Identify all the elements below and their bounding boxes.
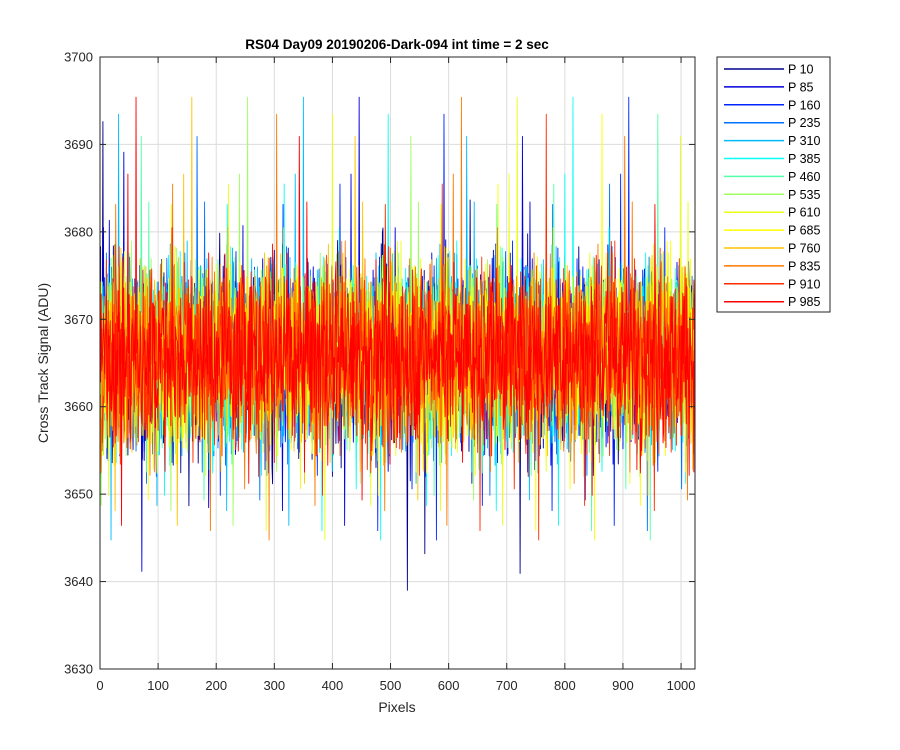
y-tick-label: 3640 xyxy=(64,574,93,589)
y-tick-label: 3650 xyxy=(64,487,93,502)
legend-label: P 310 xyxy=(788,134,820,148)
legend-box xyxy=(716,56,831,313)
legend-label: P 10 xyxy=(788,63,814,77)
x-tick-label: 0 xyxy=(96,678,103,693)
y-tick-label: 3700 xyxy=(64,50,93,65)
x-tick-label: 1000 xyxy=(667,678,696,693)
x-tick-label: 400 xyxy=(322,678,344,693)
plot-frame xyxy=(99,56,696,670)
y-tick-label: 3630 xyxy=(64,662,93,677)
x-tick-label: 900 xyxy=(612,678,634,693)
legend-label: P 910 xyxy=(788,277,820,291)
y-tick-label: 3690 xyxy=(64,137,93,152)
y-axis-label: Cross Track Signal (ADU) xyxy=(35,283,51,443)
series-line xyxy=(99,96,695,526)
legend: P 10 P 85 P 160 P 235 P 310 P 385 P 460 P 535 P … xyxy=(716,56,831,313)
x-tick-label: 700 xyxy=(496,678,518,693)
legend-label: P 610 xyxy=(788,206,820,220)
legend-label: P 235 xyxy=(788,116,820,130)
legend-label: P 535 xyxy=(788,188,820,202)
chart-title: RS04 Day09 20190206-Dark-094 int time = … xyxy=(245,37,549,52)
x-axis-label: Pixels xyxy=(378,699,415,715)
x-tick-label: 200 xyxy=(205,678,227,693)
legend-label: P 85 xyxy=(788,80,814,94)
y-tick-label: 3670 xyxy=(64,312,93,327)
legend-label: P 460 xyxy=(788,170,820,184)
series-lines xyxy=(99,96,695,591)
legend-label: P 835 xyxy=(788,259,820,273)
x-tick-label: 600 xyxy=(438,678,460,693)
legend-label: P 385 xyxy=(788,152,820,166)
axis-ticks: 0 100 200 300 400 500 600 700 800 900 1000 3630 3640… xyxy=(64,50,695,694)
legend-label: P 760 xyxy=(788,242,820,256)
legend-label: P 985 xyxy=(788,295,820,309)
legend-label: P 685 xyxy=(788,224,820,238)
x-tick-label: 800 xyxy=(554,678,576,693)
x-tick-label: 500 xyxy=(380,678,402,693)
x-tick-label: 100 xyxy=(147,678,169,693)
y-tick-label: 3660 xyxy=(64,399,93,414)
x-tick-label: 300 xyxy=(263,678,285,693)
y-tick-label: 3680 xyxy=(64,224,93,239)
legend-label: P 160 xyxy=(788,98,820,112)
